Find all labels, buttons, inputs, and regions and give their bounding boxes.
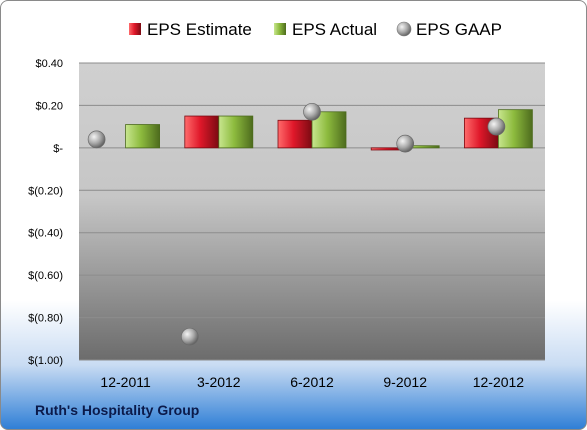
gaap-markers bbox=[87, 102, 506, 346]
eps-estimate-bar bbox=[184, 115, 220, 149]
eps-gaap-marker bbox=[396, 134, 415, 153]
x-axis-ticks: 12-2011 3-2012 6-2012 9-2012 12-2012 bbox=[100, 374, 524, 390]
legend-label: EPS GAAP bbox=[416, 20, 502, 39]
legend-swatch bbox=[274, 23, 286, 35]
y-tick-label: $(0.60) bbox=[28, 270, 63, 282]
eps-gaap-marker bbox=[180, 327, 199, 346]
x-tick-label: 6-2012 bbox=[290, 374, 334, 390]
legend: EPS Estimate EPS Actual EPS GAAP bbox=[129, 20, 502, 39]
x-tick-label: 9-2012 bbox=[383, 374, 427, 390]
y-tick-label: $- bbox=[53, 143, 63, 155]
y-axis-ticks: $0.40 $0.20 $- $(0.20) $(0.40) $(0.60) $(0.80)… bbox=[28, 58, 63, 367]
x-tick-label: 12-2012 bbox=[473, 374, 525, 390]
eps-gaap-marker bbox=[87, 130, 106, 149]
x-tick-label: 12-2011 bbox=[100, 374, 151, 390]
eps-gaap-marker bbox=[303, 102, 321, 121]
y-tick-label: $(0.20) bbox=[28, 185, 63, 197]
y-tick-label: $0.20 bbox=[35, 100, 63, 112]
y-tick-label: $(0.40) bbox=[28, 228, 63, 240]
company-name: Ruth's Hospitality Group bbox=[35, 402, 200, 418]
bars bbox=[125, 109, 533, 151]
eps-actual-bar bbox=[125, 124, 160, 149]
y-tick-label: $0.40 bbox=[35, 58, 63, 70]
eps-actual-bar bbox=[218, 115, 254, 149]
eps-gaap-marker bbox=[487, 117, 506, 136]
eps-estimate-bar bbox=[277, 119, 313, 149]
legend-label: EPS Estimate bbox=[147, 20, 252, 39]
y-tick-label: $(1.00) bbox=[28, 355, 63, 367]
legend-swatch bbox=[129, 23, 141, 35]
x-tick-label: 3-2012 bbox=[197, 374, 241, 390]
y-tick-label: $(0.80) bbox=[28, 313, 63, 325]
legend-swatch bbox=[396, 21, 412, 37]
legend-label: EPS Actual bbox=[292, 20, 377, 39]
